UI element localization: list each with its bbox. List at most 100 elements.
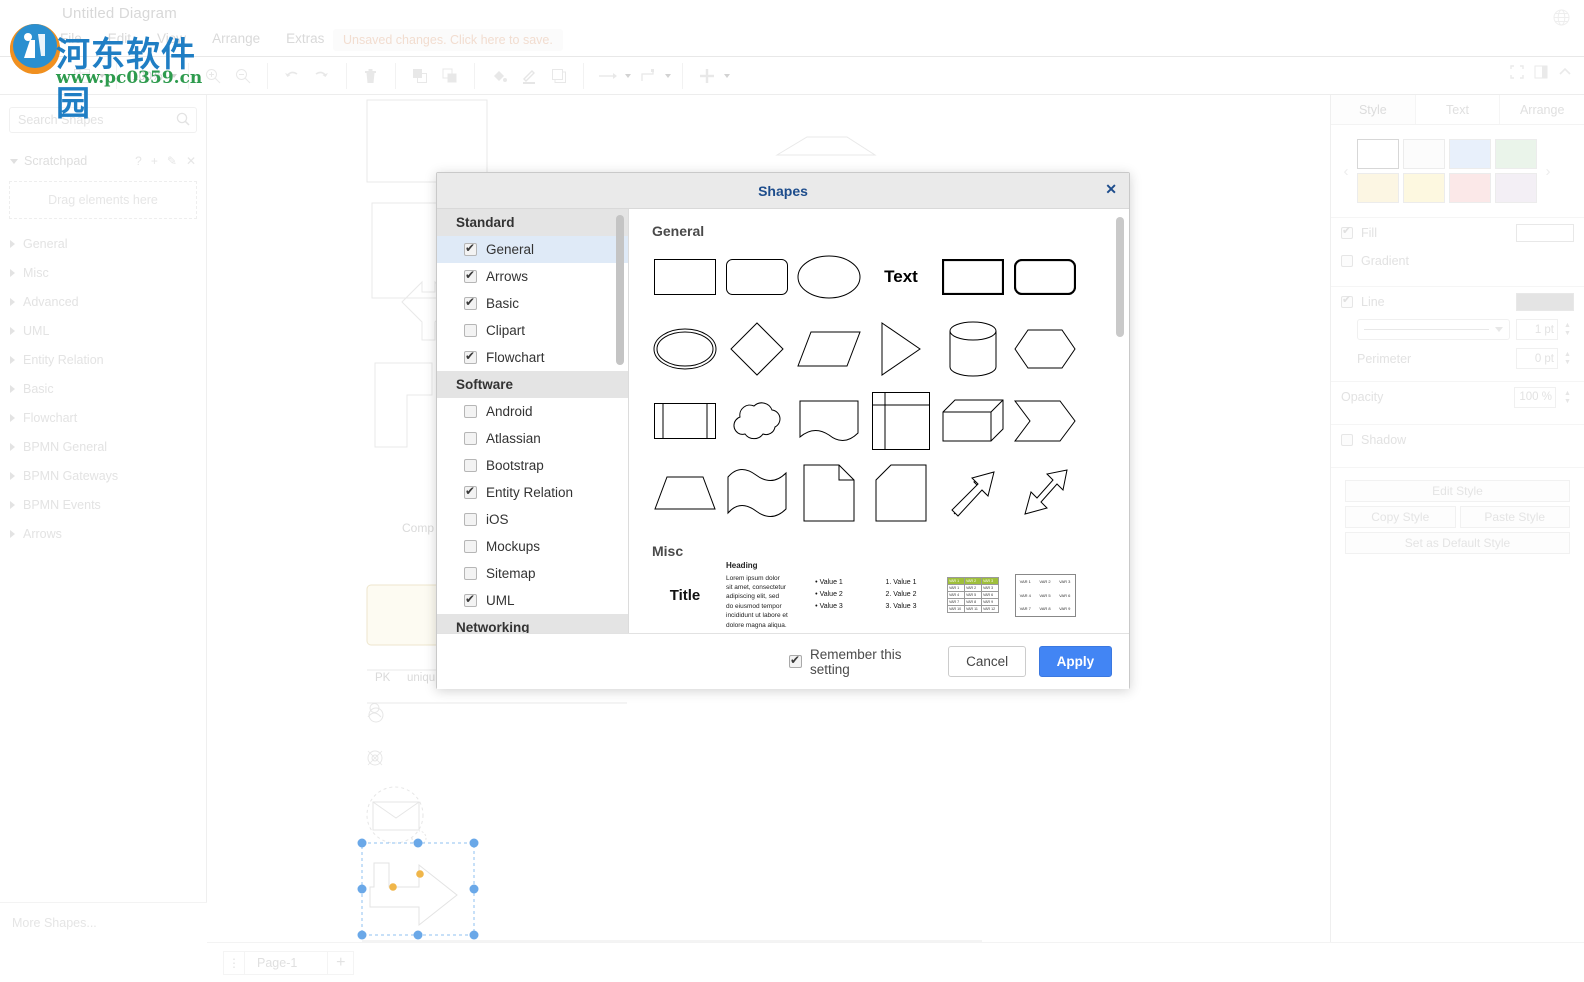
shape-diamond[interactable] — [721, 319, 793, 379]
line-width-input[interactable]: 1 pt — [1516, 319, 1558, 340]
shape-process[interactable] — [649, 391, 721, 451]
shape-library-list[interactable]: Standard General Arrows Basic Clipart — [437, 209, 629, 633]
shape-table-green[interactable]: VAR 1 VAR 2 VAR 3 VAR 1 VAR 2 VAR 3 VAR 4 VAR… — [937, 567, 1009, 623]
line-checkbox[interactable] — [1341, 293, 1353, 308]
diagram-title[interactable]: Untitled Diagram — [62, 5, 177, 22]
library-item-bootstrap[interactable]: Bootstrap — [437, 452, 628, 479]
library-item-basic[interactable]: Basic — [437, 290, 628, 317]
gradient-checkbox[interactable] — [1341, 255, 1353, 267]
connection-icon[interactable] — [595, 64, 621, 88]
line-color-swatch[interactable] — [1516, 293, 1574, 311]
checkbox-ios[interactable] — [464, 513, 477, 526]
sidebar-item-advanced[interactable]: Advanced — [0, 287, 206, 316]
set-default-style-button[interactable]: Set as Default Style — [1345, 532, 1570, 554]
checkbox-clipart[interactable] — [464, 324, 477, 337]
style-swatch-5[interactable] — [1357, 173, 1399, 203]
perimeter-input[interactable]: 0 pt — [1516, 348, 1558, 369]
preview-scrollbar[interactable] — [1116, 217, 1124, 337]
tab-text[interactable]: Text — [1416, 95, 1501, 124]
library-item-sitemap[interactable]: Sitemap — [437, 560, 628, 587]
shape-tape[interactable] — [721, 463, 793, 523]
zoom-caret-icon[interactable] — [170, 73, 177, 78]
shadow-checkbox[interactable] — [1341, 434, 1353, 446]
collapse-icon[interactable] — [1558, 65, 1572, 84]
sidebar-item-uml[interactable]: UML — [0, 316, 206, 345]
remember-setting-checkbox[interactable] — [789, 652, 802, 668]
fill-checkbox[interactable] — [1341, 224, 1353, 239]
shape-rectangle[interactable] — [649, 247, 721, 307]
style-swatch-1[interactable] — [1357, 139, 1399, 169]
menu-arrange[interactable]: Arrange — [212, 31, 261, 46]
tab-style[interactable]: Style — [1331, 95, 1416, 124]
library-item-uml[interactable]: UML — [437, 587, 628, 614]
apply-button[interactable]: Apply — [1038, 646, 1112, 677]
library-item-clipart[interactable]: Clipart — [437, 317, 628, 344]
opacity-stepper[interactable]: ▲ ▼ — [1564, 389, 1571, 405]
shape-cube[interactable] — [937, 391, 1009, 451]
zoom-level-label[interactable]: 100% — [132, 68, 163, 83]
format-panel-icon[interactable] — [1534, 65, 1548, 84]
view-layout-caret-icon[interactable] — [99, 73, 105, 78]
checkbox-arrows[interactable] — [464, 267, 477, 283]
checkbox-mockups[interactable] — [464, 540, 477, 553]
style-swatch-6[interactable] — [1403, 173, 1445, 203]
shape-arrow[interactable] — [937, 463, 1009, 523]
shape-rounded-rectangle[interactable] — [721, 247, 793, 307]
sidebar-item-bpmn-general[interactable]: BPMN General — [0, 432, 206, 461]
shape-ellipse[interactable] — [793, 247, 865, 307]
fullscreen-icon[interactable] — [1510, 65, 1524, 84]
sidebar-item-entity-relation[interactable]: Entity Relation — [0, 345, 206, 374]
scratchpad-dropzone[interactable]: Drag elements here — [9, 181, 197, 219]
library-item-atlassian[interactable]: Atlassian — [437, 425, 628, 452]
shape-cloud[interactable] — [721, 391, 793, 451]
edit-icon[interactable]: ✎ — [166, 154, 177, 168]
undo-icon[interactable] — [279, 64, 305, 88]
unsaved-changes-link[interactable]: Unsaved changes. Click here to save. — [333, 29, 563, 51]
scratchpad-header[interactable]: Scratchpad ? + ✎ ✕ — [0, 151, 206, 171]
library-item-flowchart[interactable]: Flowchart — [437, 344, 628, 371]
add-page-button[interactable]: + — [328, 950, 355, 975]
library-list-scrollbar[interactable] — [616, 215, 624, 365]
shape-card[interactable] — [865, 463, 937, 523]
perimeter-stepper[interactable]: ▲ ▼ — [1564, 351, 1571, 366]
shape-title[interactable]: Title — [649, 567, 721, 623]
checkbox-atlassian[interactable] — [464, 432, 477, 445]
page-tab-page-1[interactable]: Page-1 — [245, 950, 329, 975]
shape-triangle[interactable] — [865, 319, 937, 379]
paste-style-button[interactable]: Paste Style — [1459, 506, 1570, 528]
fill-color-icon[interactable] — [486, 64, 512, 88]
view-layout-icon[interactable] — [69, 64, 95, 88]
sidebar-item-misc[interactable]: Misc — [0, 258, 206, 287]
shape-table-plain[interactable]: VAR 1 VAR 2 VAR 3 VAR 4 VAR 5 VAR 6 VAR 7 VAR… — [1009, 567, 1081, 623]
menu-file[interactable]: File — [60, 31, 82, 46]
shape-numbered-list[interactable]: 1. Value 1 2. Value 2 3. Value 3 — [865, 567, 937, 623]
sidebar-item-basic[interactable]: Basic — [0, 374, 206, 403]
sidebar-item-arrows[interactable]: Arrows — [0, 519, 206, 548]
shape-internal-storage[interactable] — [865, 391, 937, 451]
page-menu-icon[interactable]: ⋮ — [223, 950, 245, 975]
library-item-ios[interactable]: iOS — [437, 506, 628, 533]
close-icon[interactable]: ✕ — [185, 154, 196, 168]
help-icon[interactable]: ? — [135, 154, 142, 168]
to-back-icon[interactable] — [437, 64, 463, 88]
shadow-icon[interactable] — [546, 64, 572, 88]
shape-hexagon[interactable] — [1009, 319, 1081, 379]
zoom-out-icon[interactable] — [230, 64, 256, 88]
close-icon[interactable]: ✕ — [1105, 181, 1117, 197]
chevron-down-icon[interactable] — [10, 158, 18, 164]
redo-icon[interactable] — [309, 64, 335, 88]
checkbox-sitemap[interactable] — [464, 567, 477, 580]
library-item-mockups[interactable]: Mockups — [437, 533, 628, 560]
sidebar-item-bpmn-events[interactable]: BPMN Events — [0, 490, 206, 519]
style-swatch-8[interactable] — [1495, 173, 1537, 203]
library-item-entity-relation[interactable]: Entity Relation — [437, 479, 628, 506]
shape-document[interactable] — [793, 391, 865, 451]
shape-trapezoid[interactable] — [649, 463, 721, 523]
checkbox-flowchart[interactable] — [464, 348, 477, 364]
connection-caret-icon[interactable] — [624, 73, 631, 78]
library-item-arrows[interactable]: Arrows — [437, 263, 628, 290]
menu-extras[interactable]: Extras — [286, 31, 325, 46]
remember-setting-row[interactable]: Remember this setting — [437, 647, 935, 677]
checkbox-basic[interactable] — [464, 294, 477, 310]
waypoints-caret-icon[interactable] — [664, 73, 671, 78]
